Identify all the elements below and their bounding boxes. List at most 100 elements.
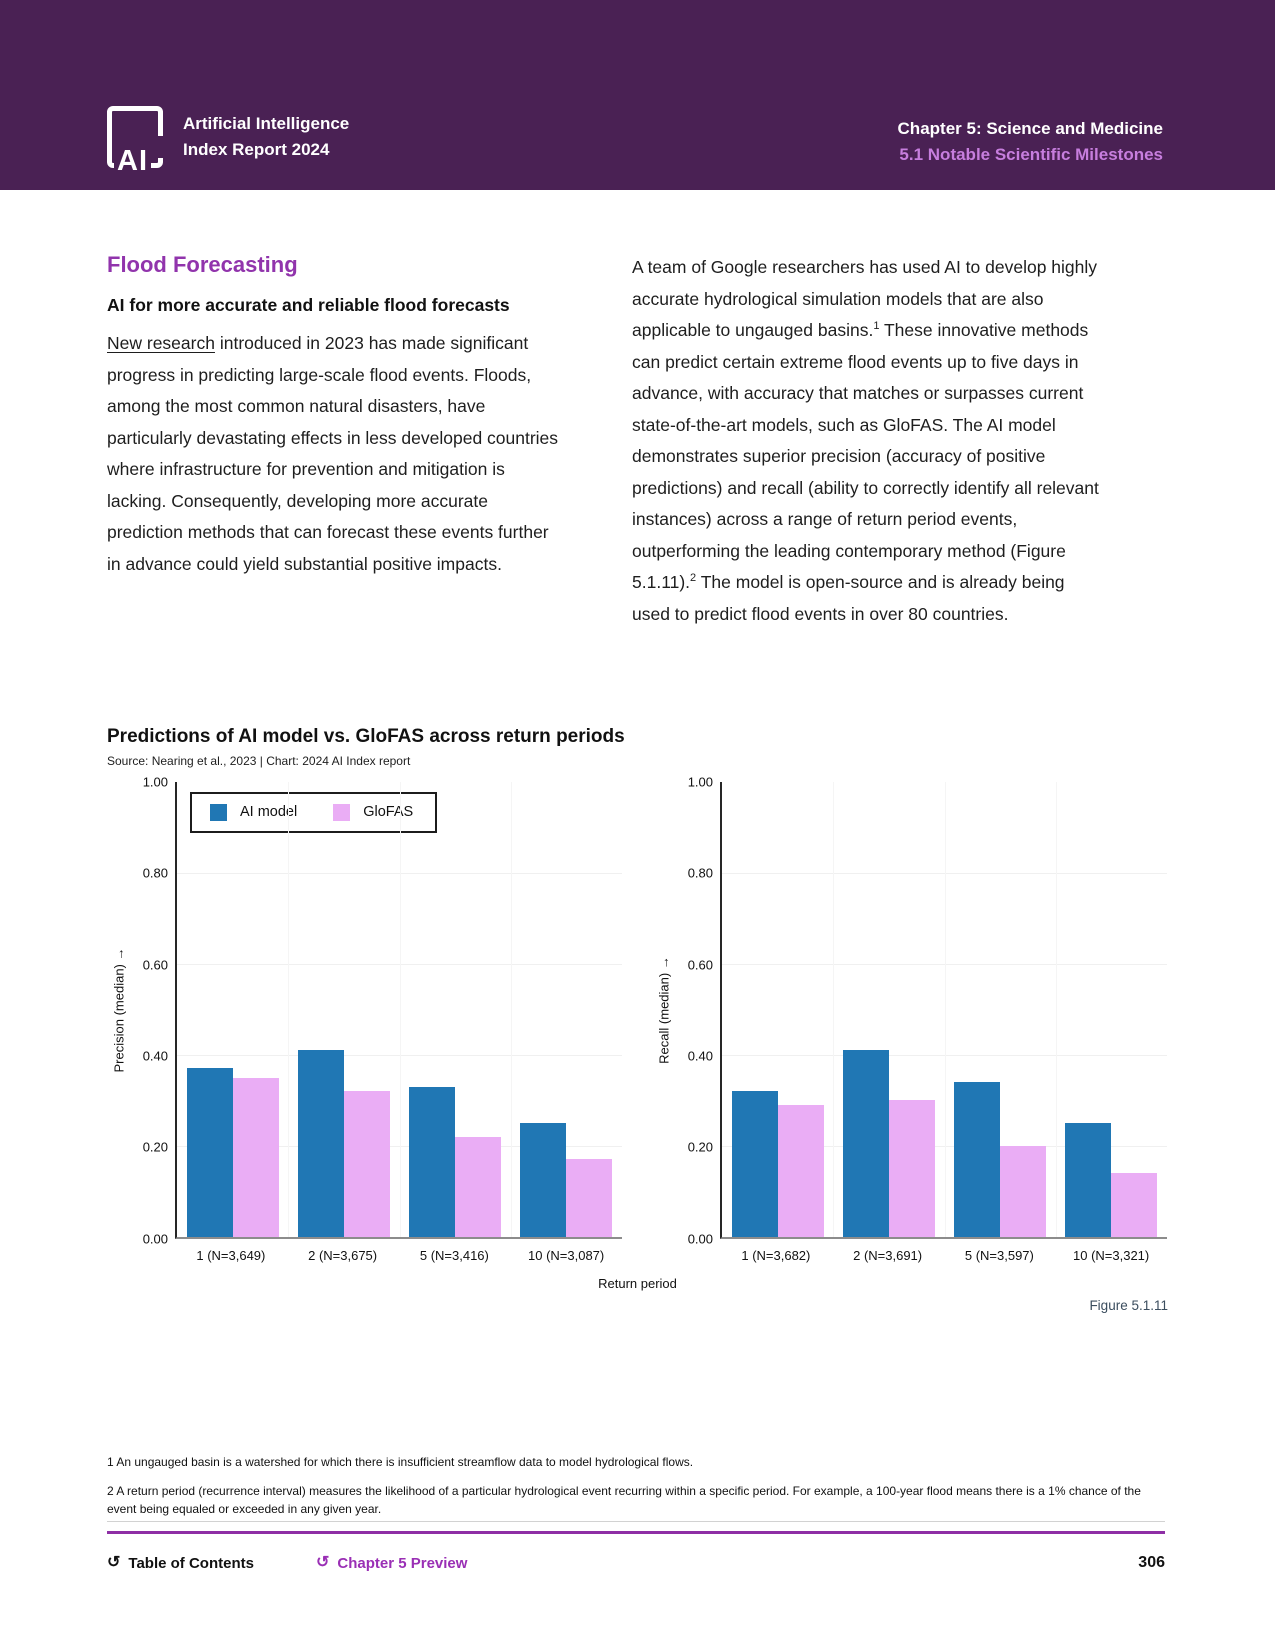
bar-group (833, 782, 944, 1237)
paragraph-2-part3: The model is open-source and is already … (632, 572, 1065, 624)
chapter-preview-link[interactable]: ↺ Chapter 5 Preview (316, 1555, 467, 1572)
y-tick-label: 0.00 (142, 1231, 168, 1247)
ai-index-logo-icon: AI (107, 106, 163, 176)
bar-ai-model (842, 1050, 889, 1237)
paragraph-2-part1: A team of Google researchers has used AI… (632, 257, 1098, 340)
article-columns: Flood Forecasting AI for more accurate a… (107, 252, 1107, 630)
x-tick-label: 1 (N=3,649) (196, 1247, 266, 1263)
x-tick-label: 2 (N=3,691) (853, 1247, 923, 1263)
bar-glofas (566, 1159, 613, 1237)
x-tick-label: 1 (N=3,682) (741, 1247, 811, 1263)
figure-5-1-11: Predictions of AI model vs. GloFAS acros… (107, 726, 1168, 1313)
footnote-2: 2 A return period (recurrence interval) … (107, 1484, 1141, 1516)
table-of-contents-label: Table of Contents (128, 1554, 254, 1572)
bar-groups (177, 782, 622, 1237)
page-header: AI Artificial Intelligence Index Report … (0, 0, 1275, 190)
recall-y-axis-label: Recall (median) → (656, 956, 672, 1065)
section-title: 5.1 Notable Scientific Milestones (899, 145, 1163, 164)
footnotes: 1 An ungauged basin is a watershed for w… (107, 1453, 1165, 1518)
precision-y-axis-label: Precision (median) → (111, 947, 127, 1073)
ai-index-logo: AI Artificial Intelligence Index Report … (107, 106, 349, 176)
y-tick-label: 0.00 (687, 1231, 713, 1247)
v-gridline (1055, 781, 1057, 1237)
new-research-link[interactable]: New research (107, 333, 215, 354)
precision-y-ticks: 1.00 0.80 0.60 0.40 0.20 0.00 (131, 774, 175, 1246)
paragraph-1-text: introduced in 2023 has made significant … (107, 333, 559, 574)
chart-source: Source: Nearing et al., 2023 | Chart: 20… (107, 753, 411, 768)
x-tick-label: 10 (N=3,087) (528, 1247, 605, 1263)
article-heading: Flood Forecasting (107, 252, 298, 277)
chart-title: Predictions of AI model vs. GloFAS acros… (107, 726, 625, 747)
logo-line1: Artificial Intelligence (183, 114, 350, 133)
article-subheading: AI for more accurate and reliable flood … (107, 295, 510, 316)
footnote-divider-line (107, 1521, 1165, 1522)
bar-group (288, 782, 399, 1237)
bar-group (177, 782, 288, 1237)
footnote-ref-1: 1 (873, 320, 880, 333)
bar-groups (722, 782, 1167, 1237)
paragraph-1: New research introduced in 2023 has made… (107, 328, 564, 580)
logo-wordmark: Artificial Intelligence Index Report 202… (183, 111, 349, 163)
bar-ai-model (520, 1123, 567, 1237)
figure-number-label: Figure 5.1.11 (1089, 1297, 1168, 1313)
recall-chart: Recall (median) → 1.00 0.80 0.60 0.40 0.20 0.… (652, 774, 1167, 1263)
recall-x-tick-labels: 1 (N=3,682) 2 (N=3,691) 5 (N=3,597) 10 (N=3… (720, 1248, 1167, 1263)
ai-model-swatch (210, 803, 227, 821)
bar-glofas (1111, 1173, 1158, 1237)
v-gridline (944, 781, 946, 1237)
legend-item-ai-model: AI model (210, 803, 297, 821)
bar-ai-model (409, 1086, 456, 1237)
return-arrow-icon: ↺ (107, 1554, 121, 1571)
x-axis-title: Return period (598, 1275, 677, 1291)
precision-plot-column: AI model GloFAS 1 (N=3,649) 2 (N=3,675) 5 … (175, 781, 622, 1263)
bar-ai-model (1065, 1123, 1112, 1237)
paragraph-2: A team of Google researchers has used AI… (632, 252, 1107, 630)
table-of-contents-link[interactable]: ↺ Table of Contents (107, 1555, 254, 1572)
x-tick-label: 5 (N=3,416) (419, 1247, 489, 1263)
bar-group (722, 782, 833, 1237)
bar-ai-model (954, 1082, 1001, 1237)
left-column: Flood Forecasting AI for more accurate a… (107, 252, 564, 630)
bar-glofas (343, 1091, 390, 1237)
precision-x-tick-labels: 1 (N=3,649) 2 (N=3,675) 5 (N=3,416) 10 (N=3… (175, 1248, 622, 1263)
y-tick-label: 0.60 (142, 957, 168, 973)
chapter-title: Chapter 5: Science and Medicine (897, 119, 1163, 138)
page-footer: ↺ Table of Contents ↺ Chapter 5 Preview … (107, 1554, 1165, 1572)
logo-line2: Index Report 2024 (183, 140, 330, 159)
logo-ai-letters: AI (114, 147, 151, 176)
glofas-swatch (333, 803, 351, 821)
y-tick-label: 0.80 (687, 865, 713, 881)
bar-glofas (1000, 1145, 1047, 1237)
legend-item-glofas: GloFAS (333, 803, 414, 821)
y-tick-label: 0.40 (687, 1048, 713, 1064)
y-tick-label: 0.80 (142, 865, 168, 881)
y-tick-label: 0.20 (687, 1139, 713, 1155)
legend-label-glofas: GloFAS (363, 804, 414, 821)
paragraph-2-part2: These innovative methods can predict cer… (632, 320, 1099, 592)
right-column: A team of Google researchers has used AI… (632, 252, 1107, 630)
bar-ai-model (186, 1068, 233, 1237)
chart-legend: AI model GloFAS (190, 791, 438, 833)
footer-purple-rule (107, 1531, 1165, 1534)
bar-glofas (888, 1100, 935, 1237)
recall-plot-area (720, 781, 1167, 1239)
bar-ai-model (731, 1091, 778, 1237)
recall-y-ticks: 1.00 0.80 0.60 0.40 0.20 0.00 (676, 774, 720, 1246)
bar-glofas (455, 1136, 502, 1237)
y-tick-label: 0.40 (142, 1048, 168, 1064)
x-tick-label: 2 (N=3,675) (308, 1247, 378, 1263)
y-tick-label: 1.00 (142, 774, 168, 790)
v-gridline (510, 781, 512, 1237)
x-tick-label: 5 (N=3,597) (964, 1247, 1034, 1263)
bar-group (511, 782, 622, 1237)
bar-group (1056, 782, 1167, 1237)
page-number: 306 (1138, 1554, 1165, 1571)
charts-row: Precision (median) → 1.00 0.80 0.60 0.40 0.2… (107, 774, 1168, 1263)
precision-chart: Precision (median) → 1.00 0.80 0.60 0.40 0.2… (107, 774, 622, 1263)
bar-glofas (777, 1104, 824, 1237)
precision-plot-area: AI model GloFAS (175, 781, 622, 1239)
y-tick-label: 1.00 (687, 774, 713, 790)
chapter-preview-label: Chapter 5 Preview (337, 1554, 468, 1572)
header-chapter-block: Chapter 5: Science and Medicine 5.1 Nota… (898, 116, 1163, 168)
x-tick-label: 10 (N=3,321) (1073, 1247, 1150, 1263)
